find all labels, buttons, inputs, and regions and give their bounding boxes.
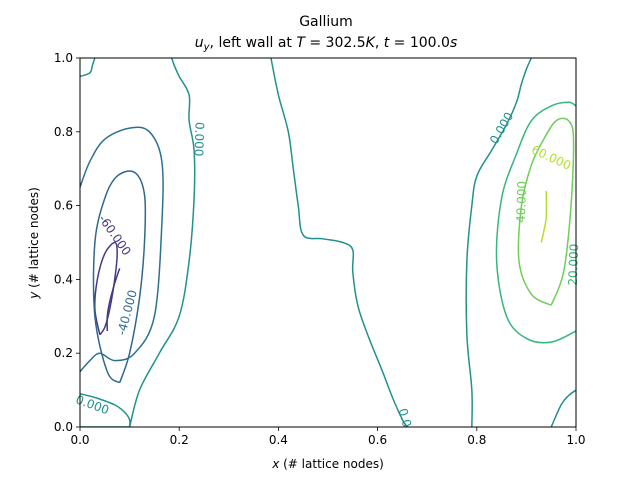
- plot-frame: [79, 57, 577, 428]
- contour-line-level-neg20-3: [80, 126, 164, 373]
- contour-label-2: 0.000: [191, 122, 206, 157]
- contour-line-level-40-12: [517, 117, 575, 306]
- contour-label-5: 0.0: [396, 407, 414, 429]
- contour-line-level-20-11: [495, 101, 576, 344]
- contour-line-level-60-13: [540, 190, 548, 243]
- contour-lines: [80, 58, 576, 427]
- contour-line-level-neg40-2: [92, 170, 147, 384]
- contour-label-7: 40.000: [514, 181, 529, 223]
- y-tick-label: 1.0: [54, 51, 73, 65]
- x-tick-label: 1.0: [566, 433, 585, 447]
- y-axis-label: y (# lattice nodes): [27, 187, 41, 300]
- chart-subtitle: uy, left wall at T = 302.5K, t = 100.0s: [195, 35, 458, 53]
- contour-line-level-0-9: [465, 58, 533, 427]
- x-tick-label: 0.6: [368, 433, 387, 447]
- x-tick-label: 0.2: [170, 433, 189, 447]
- y-tick-label: 0.6: [54, 199, 73, 213]
- y-axis-ticks: 0.0 0.2 0.4 0.6 0.8 1.0: [54, 51, 80, 434]
- contour-line-level-0-5: [80, 58, 96, 78]
- x-tick-label: 0.4: [269, 433, 288, 447]
- x-axis-label: x (# lattice nodes): [271, 457, 384, 471]
- contour-line-level-neg60-1: [106, 268, 121, 332]
- x-axis-ticks: 0.0 0.2 0.4 0.6 0.8 1.0: [70, 427, 586, 447]
- contour-line-level-0-4: [80, 393, 131, 427]
- contour-line-level-0-8: [270, 58, 408, 427]
- y-tick-label: 0.0: [54, 420, 73, 434]
- contour-line-level-0-7: [128, 58, 196, 427]
- x-tick-label: 0.8: [467, 433, 486, 447]
- chart-title: Gallium: [299, 14, 353, 30]
- contour-label-6: 20.000: [566, 243, 581, 285]
- y-tick-label: 0.8: [54, 125, 73, 139]
- contour-line-level-0-10: [550, 389, 576, 427]
- x-tick-label: 0.0: [70, 433, 89, 447]
- y-tick-label: 0.4: [54, 272, 73, 286]
- y-tick-label: 0.2: [54, 346, 73, 360]
